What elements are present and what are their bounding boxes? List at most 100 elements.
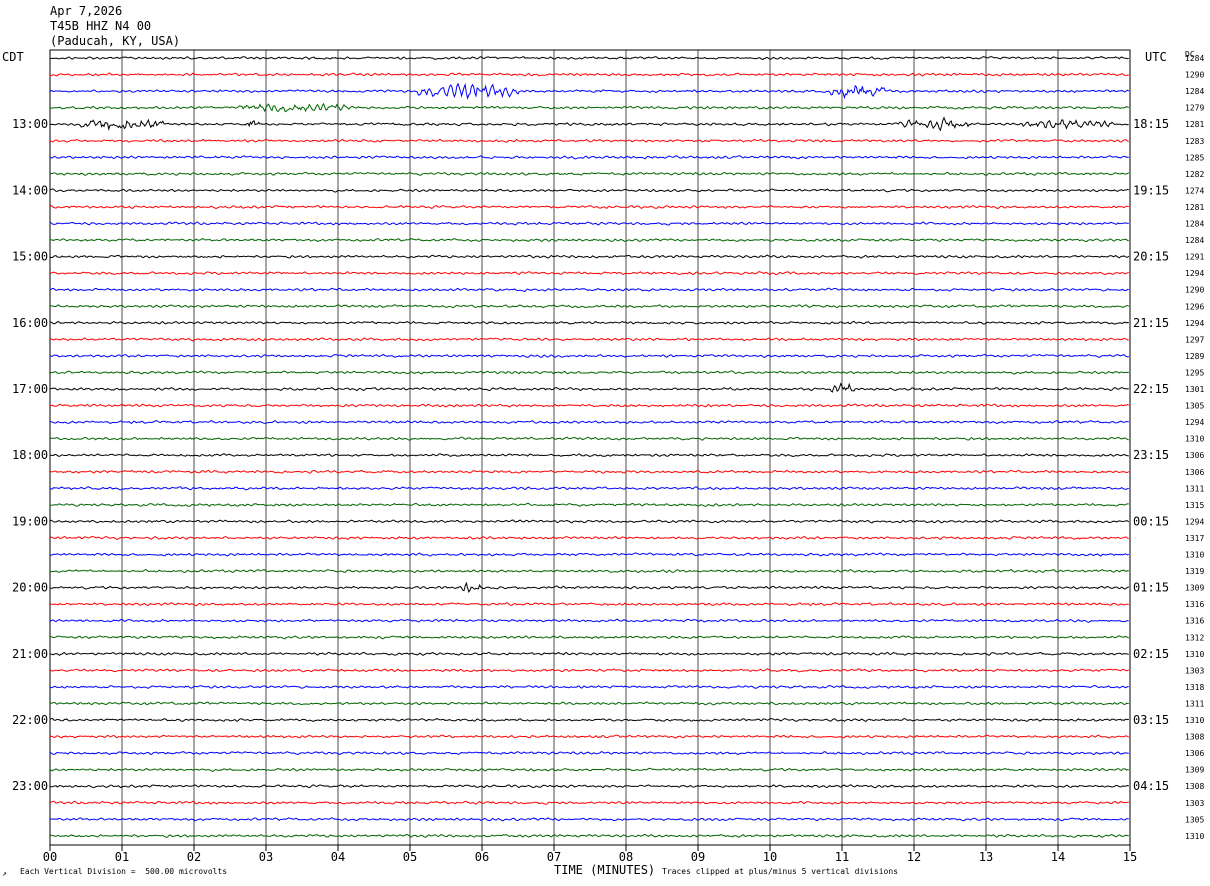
dc-offset-label: 1290: [1185, 71, 1204, 80]
dc-offset-label: 1290: [1185, 286, 1204, 295]
seismic-trace: [49, 382, 1129, 393]
right-hour-label: 02:15: [1133, 647, 1169, 661]
seismic-trace: [50, 581, 1130, 594]
dc-offset-label: 1295: [1185, 368, 1204, 377]
dc-offset-label: 1310: [1185, 650, 1204, 659]
x-tick-label: 07: [547, 850, 561, 864]
dc-offset-label: 1310: [1185, 435, 1204, 444]
seismic-trace: [49, 436, 1129, 441]
x-tick-label: 11: [835, 850, 849, 864]
x-tick-label: 14: [1051, 850, 1065, 864]
dc-offset-label: 1306: [1185, 468, 1204, 477]
dc-offset-label: 1305: [1185, 815, 1204, 824]
x-tick-label: 04: [331, 850, 345, 864]
seismic-trace: [49, 717, 1129, 722]
dc-offset-label: 1315: [1185, 501, 1204, 510]
seismic-trace: [49, 403, 1129, 408]
x-tick-label: 13: [979, 850, 993, 864]
seismic-trace: [49, 552, 1130, 557]
right-hour-label: 22:15: [1133, 382, 1169, 396]
header-station: T45B HHZ N4 00: [50, 19, 152, 33]
seismic-trace: [49, 568, 1129, 574]
dc-offset-label: 1317: [1185, 534, 1204, 543]
left-timezone-label: CDT: [2, 50, 24, 64]
dc-offset-label: 1308: [1185, 733, 1204, 742]
dc-offset-label: 1281: [1185, 203, 1204, 212]
dc-offset-label: 1311: [1185, 484, 1204, 493]
seismic-trace: [49, 486, 1129, 491]
dc-offset-label: 1294: [1185, 319, 1204, 328]
dc-offset-label: 1294: [1185, 269, 1204, 278]
seismic-trace: [49, 602, 1129, 607]
dc-offset-label: 1284: [1185, 54, 1204, 63]
left-hour-label: 22:00: [12, 713, 48, 727]
dc-offset-label: 1305: [1185, 402, 1204, 411]
dc-offset-label: 1291: [1185, 253, 1204, 262]
x-tick-label: 09: [691, 850, 705, 864]
left-hour-label: 16:00: [12, 316, 48, 330]
dc-offset-label: 1274: [1185, 186, 1204, 195]
left-hour-label: 17:00: [12, 382, 48, 396]
seismic-trace: [49, 618, 1129, 623]
left-hour-label: 20:00: [12, 581, 48, 595]
seismic-trace: [50, 304, 1130, 309]
dc-offset-label: 1289: [1185, 352, 1204, 361]
seismic-trace: [49, 155, 1129, 160]
seismic-trace: [49, 469, 1130, 474]
right-hour-label: 19:15: [1133, 183, 1169, 197]
seismic-trace: [49, 138, 1129, 143]
dc-offset-label: 1294: [1185, 517, 1204, 526]
seismic-trace: [49, 767, 1129, 772]
plot-frame: [49, 49, 1131, 846]
x-tick-label: 10: [763, 850, 777, 864]
header-date: Apr 7,2026: [50, 4, 123, 18]
right-timezone-label: UTC: [1145, 50, 1167, 64]
seismic-trace: [49, 535, 1129, 540]
seismic-trace: [49, 800, 1129, 805]
x-tick-label: 08: [619, 850, 633, 864]
dc-offset-label: 1282: [1185, 170, 1204, 179]
right-hour-label: 21:15: [1133, 316, 1169, 330]
dc-offset-label: 1284: [1185, 87, 1204, 96]
seismic-trace: [50, 271, 1130, 276]
seismic-trace: [49, 188, 1130, 193]
seismic-trace: [49, 833, 1129, 838]
dc-offset-label: 1309: [1185, 584, 1204, 593]
dc-offset-label: 1303: [1185, 666, 1204, 675]
right-hour-label: 20:15: [1133, 250, 1169, 264]
left-hour-label: 13:00: [12, 117, 48, 131]
header-location: (Paducah, KY, USA): [50, 34, 181, 48]
dc-offset-label: 1319: [1185, 567, 1204, 576]
seismic-trace: [49, 72, 1129, 77]
seismic-trace: [49, 353, 1129, 358]
dc-offset-label: 1316: [1185, 617, 1204, 626]
dc-offset-label: 1284: [1185, 236, 1204, 245]
seismic-trace: [49, 751, 1129, 756]
right-hour-label: 00:15: [1133, 514, 1169, 528]
dc-offset-label: 1306: [1185, 451, 1204, 460]
seismic-trace: [49, 502, 1129, 507]
x-tick-label: 00: [43, 850, 57, 864]
seismic-trace: [49, 171, 1130, 176]
x-axis-title: TIME (MINUTES): [554, 863, 656, 877]
right-hour-label: 23:15: [1133, 448, 1169, 462]
seismic-trace: [49, 635, 1130, 640]
left-hour-label: 15:00: [12, 250, 48, 264]
seismic-trace: [49, 734, 1130, 739]
seismic-trace: [49, 116, 1129, 132]
dc-offset-label: 1308: [1185, 782, 1204, 791]
clip-note: Traces clipped at plus/minus 5 vertical …: [662, 867, 899, 876]
x-tick-label: 01: [115, 850, 129, 864]
left-hour-label: 18:00: [12, 448, 48, 462]
seismic-trace: [50, 817, 1129, 822]
dc-label: DC: [1185, 50, 1195, 59]
x-tick-label: 02: [187, 850, 201, 864]
dc-offset-label: 1294: [1185, 418, 1204, 427]
seismic-trace: [49, 453, 1129, 458]
dc-offset-label: 1285: [1185, 153, 1204, 162]
seismic-trace: [50, 651, 1129, 656]
dc-offset-label: 1310: [1185, 832, 1204, 841]
dc-offset-label: 1310: [1185, 551, 1204, 560]
x-tick-label: 06: [475, 850, 489, 864]
x-tick-label: 03: [259, 850, 273, 864]
